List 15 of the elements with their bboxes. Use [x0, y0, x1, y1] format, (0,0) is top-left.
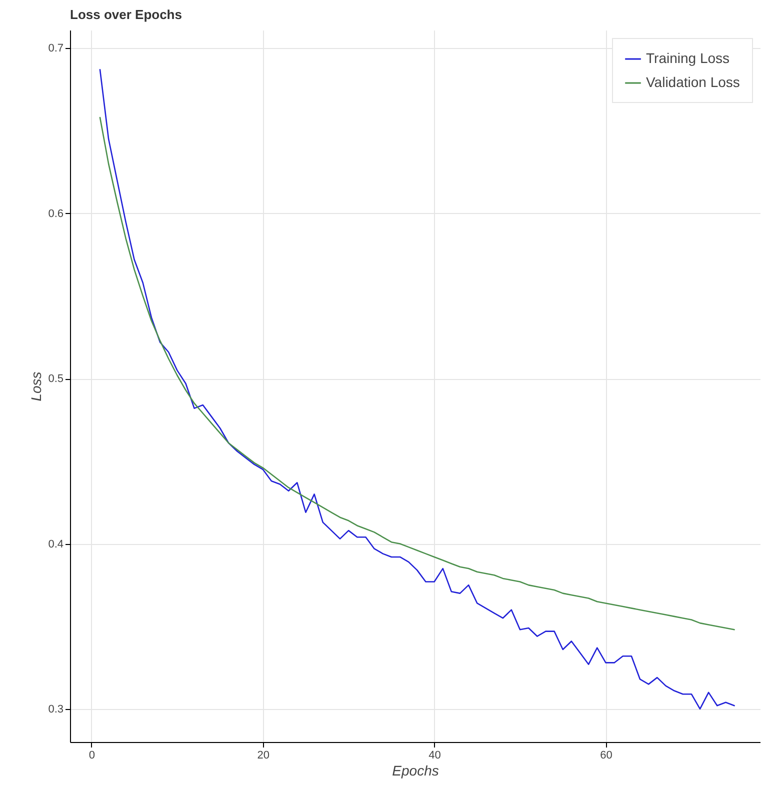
x-tick-label: 0 [88, 750, 95, 762]
y-axis-title: Loss [28, 372, 44, 402]
y-tick-label: 0.5 [48, 373, 64, 386]
y-tick-label: 0.6 [48, 208, 64, 220]
y-tick-label: 0.4 [48, 538, 64, 550]
x-tick-label: 40 [428, 750, 441, 762]
legend-label: Training Loss [646, 50, 730, 66]
line-series [99, 116, 735, 630]
y-tick-label: 0.7 [48, 42, 64, 55]
x-tick-label: 20 [257, 750, 270, 762]
x-axis-title: Epochs [392, 762, 439, 778]
y-tick-label: 0.3 [48, 703, 64, 716]
legend-label: Validation Loss [646, 74, 740, 90]
x-tick-label: 60 [600, 750, 612, 762]
chart-title: Loss over Epochs [70, 7, 182, 22]
